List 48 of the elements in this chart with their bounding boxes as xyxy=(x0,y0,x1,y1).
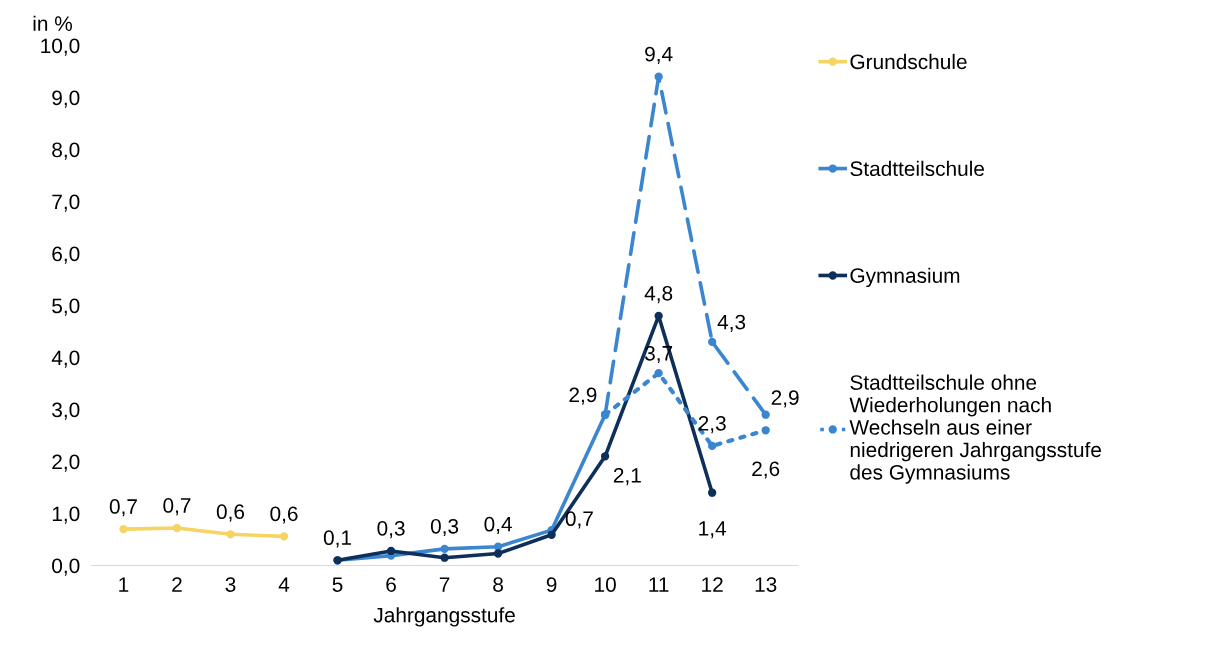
x-tick-label: 1 xyxy=(119,577,129,592)
data-label: 0,6 xyxy=(270,506,298,524)
y-tick-label: 9,0 xyxy=(52,90,80,108)
x-tick-label: 5 xyxy=(332,577,343,592)
y-tick-label: 7,0 xyxy=(52,194,80,212)
x-tick-label: 9 xyxy=(546,577,557,592)
x-tick-label: 10 xyxy=(595,577,616,592)
data-label: 0,1 xyxy=(323,530,351,548)
data-label: 0,7 xyxy=(565,511,593,529)
y-tick-label: 6,0 xyxy=(52,246,80,264)
data-label: 9,4 xyxy=(645,46,673,64)
y-tick-label: 4,0 xyxy=(51,350,80,368)
x-tick-label: 8 xyxy=(493,577,503,592)
data-label: 0,6 xyxy=(216,504,245,522)
data-label: 0,3 xyxy=(377,520,405,539)
data-label: 2,6 xyxy=(752,461,780,479)
y-tick-label: 10,0 xyxy=(41,38,80,56)
y-tick-label: 5,0 xyxy=(52,298,80,316)
x-tick-label: 7 xyxy=(439,577,450,592)
data-label: 0,4 xyxy=(484,516,512,535)
legend-label: Gymnasium xyxy=(850,267,960,288)
x-tick-label: 4 xyxy=(278,577,290,592)
data-label: 4,3 xyxy=(717,314,746,332)
data-label: 4,8 xyxy=(644,285,673,304)
legend-label: Grundschule xyxy=(850,53,967,70)
x-tick-label: 12 xyxy=(702,577,723,592)
data-label: 2,9 xyxy=(771,390,799,408)
data-label: 0,3 xyxy=(430,518,459,537)
legend-label: Stadtteilschule ohne Wiederholungen nach Wechseln aus einer niedrigeren Jahrgangsstufe des Gymnasiums xyxy=(849,374,1101,484)
data-label: 0,7 xyxy=(163,498,191,516)
y-axis-title: in % xyxy=(33,15,73,31)
data-label: 2,9 xyxy=(569,387,597,405)
x-tick-label: 3 xyxy=(225,577,236,592)
y-tick-label: 0,0 xyxy=(52,558,80,576)
x-tick-label: 2 xyxy=(172,577,182,592)
data-label: 1,4 xyxy=(699,521,727,539)
data-label: 2,3 xyxy=(698,415,726,434)
x-tick-label: 11 xyxy=(649,577,669,592)
y-tick-label: 3,0 xyxy=(52,402,80,420)
legend-label: Stadtteilschule xyxy=(850,160,984,177)
x-axis-title: Jahrgangsstufe xyxy=(373,607,515,627)
data-label: 2,1 xyxy=(613,467,641,486)
y-tick-label: 2,0 xyxy=(52,454,80,472)
y-tick-label: 1,0 xyxy=(52,506,80,524)
y-tick-label: 8,0 xyxy=(52,142,80,160)
data-label: 0,7 xyxy=(109,499,137,517)
x-tick-label: 6 xyxy=(386,577,396,592)
x-tick-label: 13 xyxy=(755,577,777,592)
